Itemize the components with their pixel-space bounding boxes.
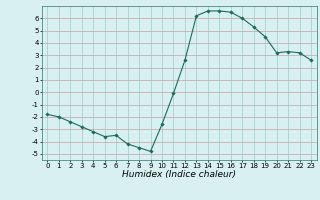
X-axis label: Humidex (Indice chaleur): Humidex (Indice chaleur): [122, 170, 236, 179]
